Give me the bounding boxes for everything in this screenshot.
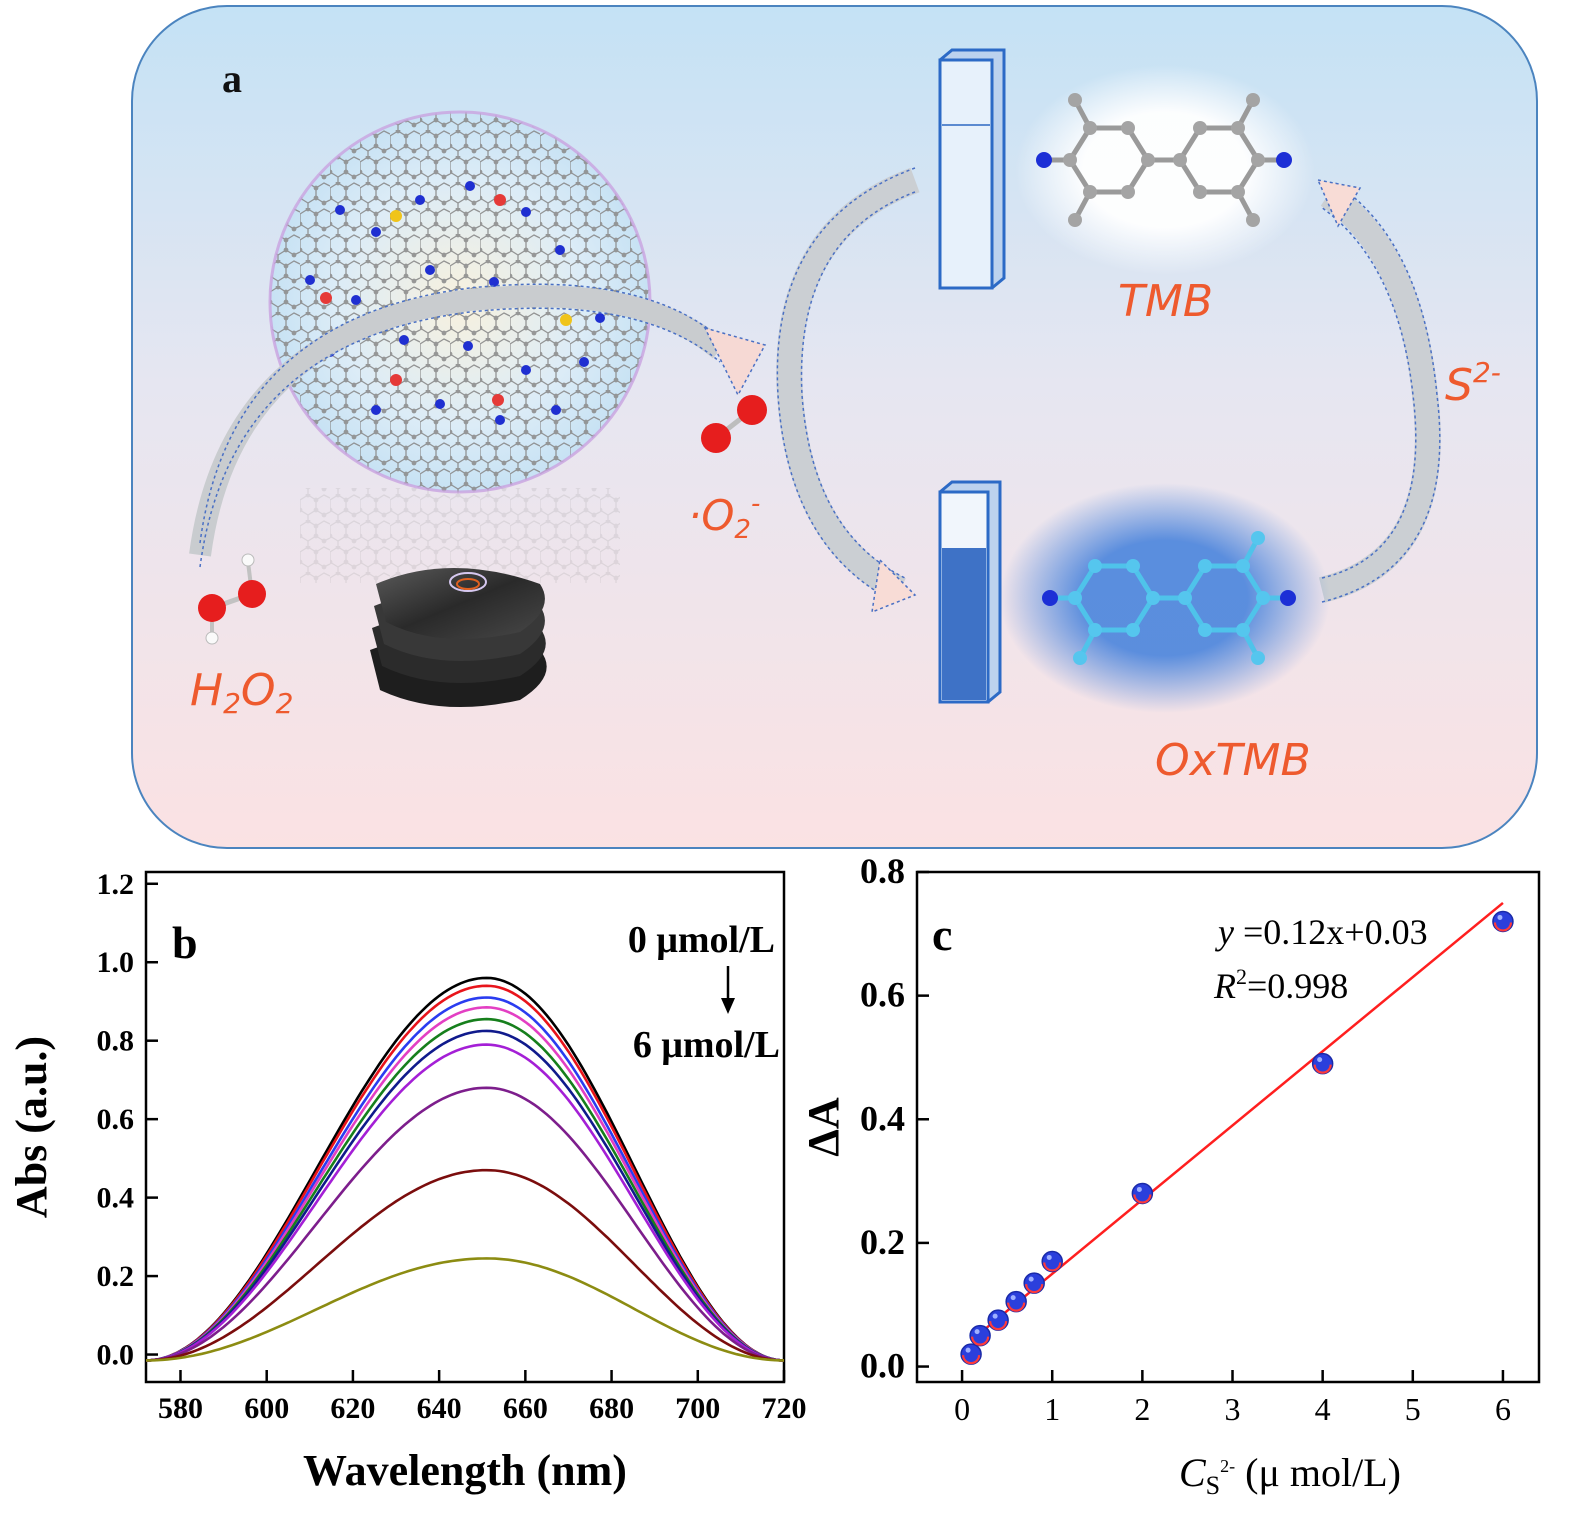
spectrum-curve [146, 1017, 784, 1362]
h2o2-molecule-icon [198, 553, 266, 645]
lattice-reflection [300, 488, 620, 583]
panel-c-chart: 0 1 2 3 4 5 6 0.0 0.2 0.4 0.6 0.8 c y =0.12x+0.03 R… [799, 851, 1541, 1500]
data-point [1311, 1052, 1334, 1075]
panel-c-x-tick-label: 1 [1044, 1391, 1060, 1427]
panel-b-annotation-bottom: 6 μmol/L [633, 1024, 780, 1066]
spectrum-curve [146, 1043, 784, 1362]
panel-b-plot-frame [144, 870, 786, 1384]
panel-b-x-tick-label: 580 [158, 1392, 203, 1425]
cuvette-tmb-icon [938, 48, 1006, 290]
panel-b-x-axis-title: Wavelength (nm) [303, 1446, 627, 1495]
panel-b-arrow-down-icon [721, 998, 735, 1014]
spectrum-curve [146, 1005, 784, 1362]
data-point [960, 1343, 982, 1365]
spectrum-curve [146, 1086, 784, 1362]
spectrum-curve [146, 1029, 784, 1362]
panel-c-plot-frame [915, 870, 1541, 1384]
arrow-tmb-to-oxtmb [776, 167, 920, 614]
panel-c-x-tick-label: 2 [1134, 1391, 1150, 1427]
panel-b-x-tick-label: 640 [417, 1392, 462, 1425]
panel-b-x-tick-label: 620 [330, 1392, 375, 1425]
panel-c-x-tick-label: 0 [954, 1391, 970, 1427]
panel-b-x-tick-label: 660 [503, 1392, 548, 1425]
panel-b-label: b [172, 917, 198, 968]
panel-c-y-tick-label: 0.8 [860, 851, 905, 891]
panel-c-label: c [932, 909, 952, 960]
panel-c-y-tick-label: 0.2 [860, 1222, 905, 1262]
panel-b-y-tick-label: 0.6 [97, 1103, 135, 1136]
data-point [987, 1309, 1009, 1331]
panel-a: a [131, 5, 1538, 849]
panel-c-fit-equation: y =0.12x+0.03 [1215, 912, 1428, 952]
sulfur-atoms-yellow [390, 210, 572, 326]
panel-b-x-tick-label: 700 [675, 1392, 720, 1425]
arrow-oxtmb-to-tmb [1316, 178, 1441, 603]
stacked-nanosheets [370, 568, 547, 708]
panel-c-x-tick-label: 6 [1495, 1391, 1511, 1427]
panel-b-y-tick-label: 1.2 [97, 868, 135, 901]
tmb-molecule-icon [1015, 65, 1315, 275]
cuvette-oxtmb-icon [938, 480, 1002, 704]
panel-a-label: a [222, 56, 242, 101]
spectrum-curve [146, 1168, 784, 1362]
panel-c-y-axis-title: ΔA [799, 1097, 848, 1157]
panel-b-x-tick-label: 720 [762, 1392, 807, 1425]
panel-c-r-squared: R2=0.998 [1213, 964, 1348, 1006]
panel-b-chart: 580 600 620 640 660 680 700 720 0.0 0.2 0.4 0.6 0.8 1… [7, 868, 807, 1495]
superoxide-label: ·O2- [688, 489, 760, 545]
data-point [1005, 1290, 1027, 1313]
panel-b-y-tick-label: 1.0 [97, 946, 135, 979]
panel-b-x-tick-label: 680 [589, 1392, 634, 1425]
tmb-label: TMB [1118, 276, 1213, 327]
panel-c-x-tick-label: 5 [1405, 1391, 1421, 1427]
panel-c-y-tick-label: 0.6 [860, 975, 905, 1015]
spectrum-curve [146, 984, 784, 1362]
panel-c-x-axis-title: CS2- (μ mol/L) [1179, 1450, 1401, 1500]
panel-c-x-tick-label: 4 [1315, 1391, 1331, 1427]
panel-c-y-tick-label: 0.0 [860, 1346, 905, 1386]
data-point [1041, 1250, 1063, 1273]
arrow-h2o2-to-superoxide [189, 283, 767, 568]
data-point [1023, 1272, 1045, 1294]
data-point [1131, 1182, 1154, 1205]
data-point [1492, 910, 1514, 933]
panel-b-y-axis-title: Abs (a.u.) [7, 1036, 56, 1218]
panel-c-x-tick-label: 3 [1225, 1391, 1241, 1427]
panel-b-y-tick-label: 0.0 [97, 1339, 135, 1372]
panel-b-annotation-top: 0 μmol/L [628, 919, 775, 961]
sulfide-label: S2- [1445, 356, 1501, 411]
data-point [969, 1324, 991, 1347]
panel-b-y-tick-label: 0.2 [97, 1260, 135, 1293]
panel-b-y-tick-label: 0.4 [97, 1182, 135, 1215]
panel-c-y-tick-label: 0.4 [860, 1098, 905, 1138]
h2o2-label: H2O2 [190, 665, 293, 720]
superoxide-molecule-icon [701, 395, 767, 453]
panel-b-y-tick-label: 0.8 [97, 1025, 135, 1058]
panel-b-x-tick-label: 600 [244, 1392, 289, 1425]
oxtmb-label: OxTMB [1155, 735, 1311, 786]
oxtmb-molecule-icon [1000, 483, 1330, 713]
spectrum-curve [146, 1257, 784, 1362]
